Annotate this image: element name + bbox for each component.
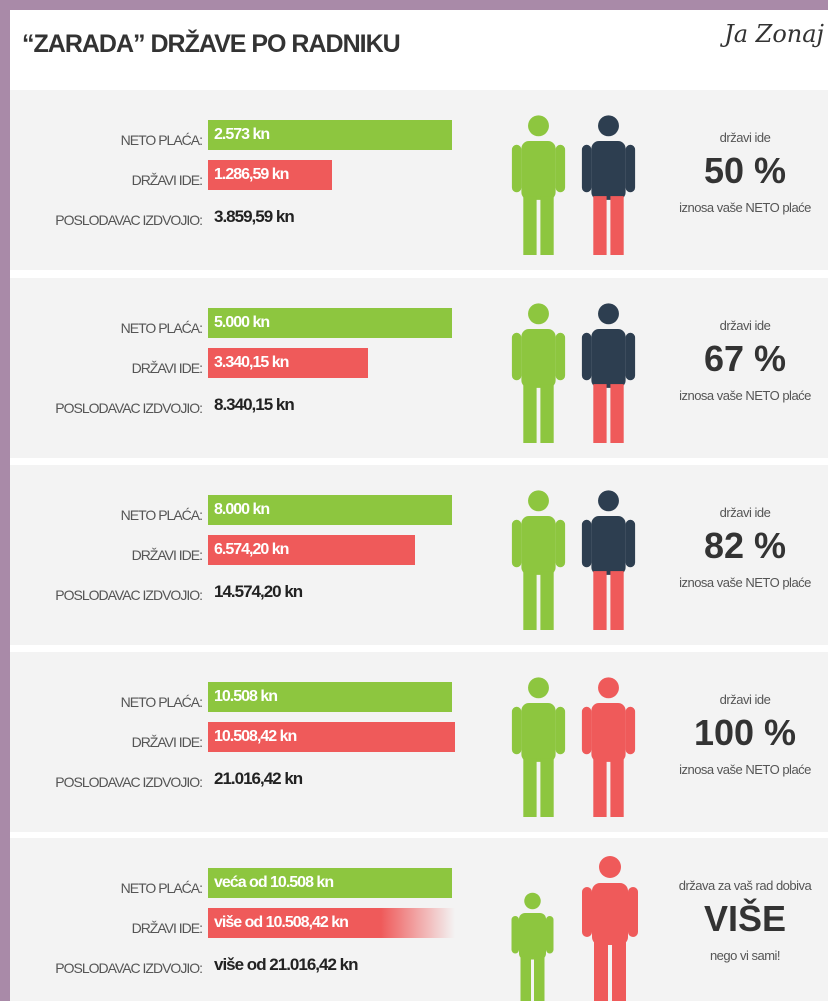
right-bottom: nego vi sami! xyxy=(709,948,781,963)
people-illustration xyxy=(511,490,636,630)
person-icon xyxy=(511,115,566,255)
neto-bar: 8.000 kn xyxy=(208,495,452,525)
right-big: VIŠE xyxy=(703,898,787,939)
state-bar: više od 10.508,42 kn xyxy=(208,908,455,938)
field-label: POSLODAVAC IZDVOJIO: xyxy=(55,587,203,603)
infographic: “ZARADA” DRŽAVE PO RADNIKU Ja Zonaj NETO… xyxy=(10,10,828,1001)
field-label: DRŽAVI IDE: xyxy=(131,734,203,750)
row: NETO PLAĆA: DRŽAVI IDE: POSLODAVAC IZDVOJI… xyxy=(10,838,828,1001)
right-bottom: iznosa vaše NETO plaće xyxy=(679,575,811,590)
person-icon xyxy=(511,892,554,1001)
right-top: državi ide xyxy=(719,505,771,520)
right-top: državi ide xyxy=(719,318,771,333)
field-label: POSLODAVAC IZDVOJIO: xyxy=(55,774,203,790)
person-icon xyxy=(582,856,638,1001)
employer-value: više od 21.016,42 kn xyxy=(214,955,358,974)
right-big: 82 % xyxy=(703,525,787,566)
person-icon xyxy=(581,115,636,255)
person-icon xyxy=(511,303,566,443)
neto-bar: veća od 10.508 kn xyxy=(208,868,452,898)
neto-bar: 10.508 kn xyxy=(208,682,452,712)
right-top: državi ide xyxy=(719,130,771,145)
row: NETO PLAĆA: DRŽAVI IDE: POSLODAVAC IZDVOJI… xyxy=(10,652,828,832)
person-icon xyxy=(581,490,636,630)
state-bar: 10.508,42 kn xyxy=(208,722,455,752)
field-label: NETO PLAĆA: xyxy=(120,507,203,523)
field-label: DRŽAVI IDE: xyxy=(131,360,203,376)
field-label: POSLODAVAC IZDVOJIO: xyxy=(55,400,203,416)
right-top: državi ide xyxy=(719,692,771,707)
employer-value: 8.340,15 kn xyxy=(214,395,295,414)
person-icon xyxy=(511,490,566,630)
right-big: 50 % xyxy=(703,150,787,191)
state-bar: 3.340,15 kn xyxy=(208,348,368,378)
field-label: NETO PLAĆA: xyxy=(120,880,203,896)
person-icon xyxy=(581,677,636,817)
employer-value: 21.016,42 kn xyxy=(214,769,303,788)
employer-value: 3.859,59 kn xyxy=(214,207,295,226)
employer-value: 14.574,20 kn xyxy=(214,582,303,601)
signature: Ja Zonaj xyxy=(724,20,824,48)
field-label: POSLODAVAC IZDVOJIO: xyxy=(55,960,203,976)
row: NETO PLAĆA: DRŽAVI IDE: POSLODAVAC IZDVOJI… xyxy=(10,90,828,270)
person-icon xyxy=(581,303,636,443)
field-label: NETO PLAĆA: xyxy=(120,132,203,148)
people-illustration xyxy=(511,856,638,1001)
field-label: NETO PLAĆA: xyxy=(120,320,203,336)
people-illustration xyxy=(511,303,636,443)
title: “ZARADA” DRŽAVE PO RADNIKU xyxy=(22,30,401,58)
field-label: NETO PLAĆA: xyxy=(120,694,203,710)
right-bottom: iznosa vaše NETO plaće xyxy=(679,762,811,777)
person-icon xyxy=(511,677,566,817)
row: NETO PLAĆA: DRŽAVI IDE: POSLODAVAC IZDVOJI… xyxy=(10,465,828,645)
right-top: država za vaš rad dobiva xyxy=(678,878,812,893)
right-big: 100 % xyxy=(693,712,797,753)
right-big: 67 % xyxy=(703,338,787,379)
field-label: DRŽAVI IDE: xyxy=(131,920,203,936)
people-illustration xyxy=(511,115,636,255)
row: NETO PLAĆA: DRŽAVI IDE: POSLODAVAC IZDVOJI… xyxy=(10,278,828,458)
right-bottom: iznosa vaše NETO plaće xyxy=(679,388,811,403)
right-bottom: iznosa vaše NETO plaće xyxy=(679,200,811,215)
state-bar: 6.574,20 kn xyxy=(208,535,415,565)
people-illustration xyxy=(511,677,636,817)
field-label: DRŽAVI IDE: xyxy=(131,547,203,563)
state-bar: 1.286,59 kn xyxy=(208,160,332,190)
field-label: DRŽAVI IDE: xyxy=(131,172,203,188)
neto-bar: 5.000 kn xyxy=(208,308,452,338)
field-label: POSLODAVAC IZDVOJIO: xyxy=(55,212,203,228)
neto-bar: 2.573 kn xyxy=(208,120,452,150)
